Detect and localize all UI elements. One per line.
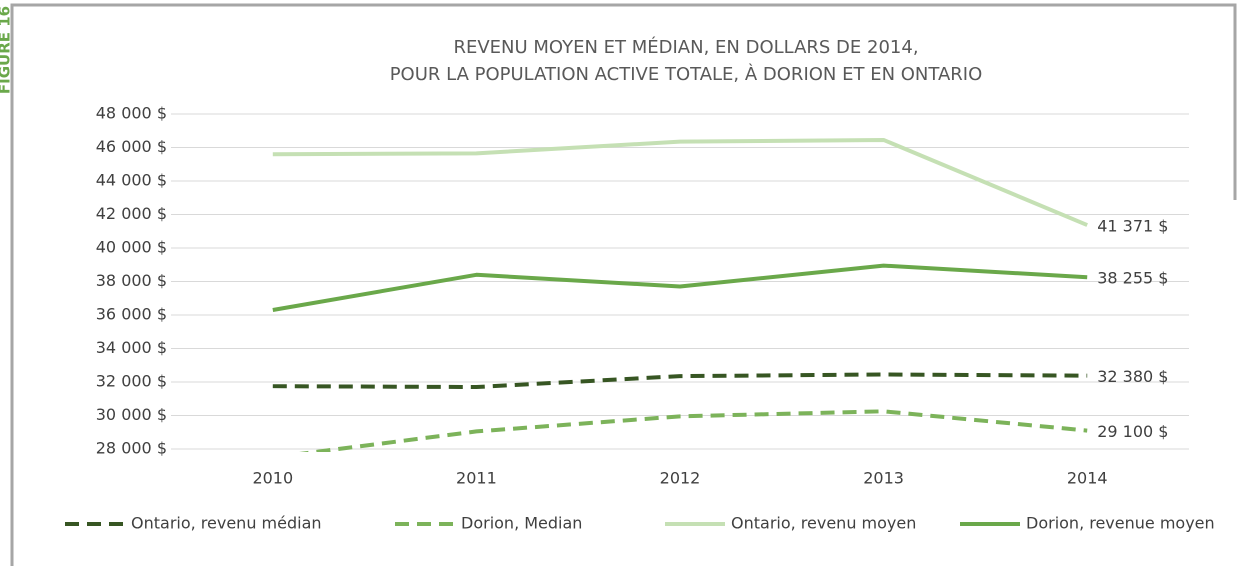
x-tick-label: 2014 — [1067, 469, 1108, 488]
legend-label: Ontario, revenu moyen — [731, 514, 916, 533]
data-label: 38 255 $ — [1097, 269, 1168, 288]
x-tick-label: 2013 — [863, 469, 904, 488]
y-tick-label: 48 000 $ — [96, 104, 167, 123]
chart-title: REVENU MOYEN ET MÉDIAN, EN DOLLARS DE 20… — [453, 36, 918, 58]
y-tick-label: 34 000 $ — [96, 338, 167, 357]
y-tick-label: 28 000 $ — [96, 439, 167, 458]
y-tick-label: 44 000 $ — [96, 171, 167, 190]
frame — [10, 3, 1237, 566]
data-label: 32 380 $ — [1097, 367, 1168, 386]
y-tick-label: 40 000 $ — [96, 238, 167, 257]
legend-label: Dorion, revenue moyen — [1026, 514, 1215, 533]
chart-title: POUR LA POPULATION ACTIVE TOTALE, À DORI… — [390, 63, 983, 85]
y-tick-label: 42 000 $ — [96, 204, 167, 223]
y-tick-label: 30 000 $ — [96, 405, 167, 424]
series-line — [272, 263, 1088, 312]
y-tick-label: 46 000 $ — [96, 137, 167, 156]
data-label: 29 100 $ — [1097, 422, 1168, 441]
x-tick-label: 2010 — [252, 469, 293, 488]
series-line — [272, 372, 1088, 390]
series-line — [272, 137, 1088, 227]
y-tick-label: 38 000 $ — [96, 271, 167, 290]
legend-label: Ontario, revenu médian — [131, 514, 322, 533]
x-tick-label: 2012 — [660, 469, 701, 488]
x-tick-label: 2011 — [456, 469, 497, 488]
series-line — [299, 409, 1088, 452]
y-tick-label: 32 000 $ — [96, 372, 167, 391]
legend-label: Dorion, Median — [461, 514, 582, 533]
y-tick-label: 36 000 $ — [96, 305, 167, 324]
figure-label: FIGURE 16 — [0, 6, 14, 94]
data-label: 41 371 $ — [1097, 217, 1168, 236]
plot-area — [272, 137, 1088, 452]
